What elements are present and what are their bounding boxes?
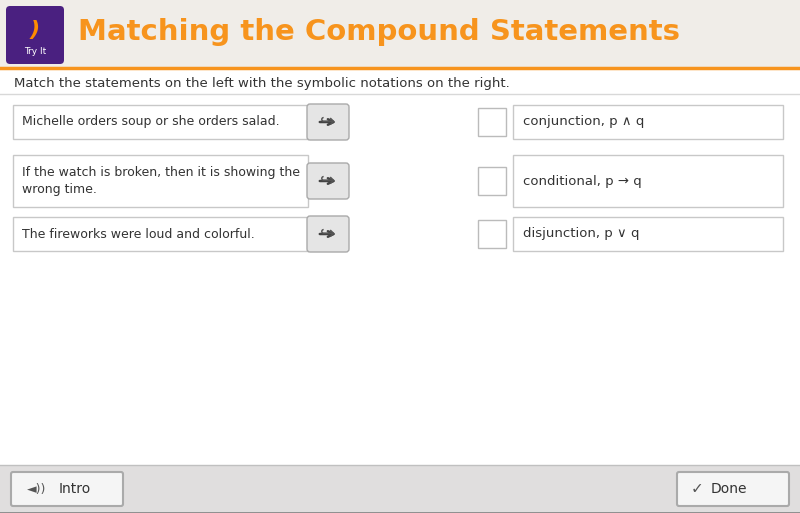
FancyBboxPatch shape <box>307 216 349 252</box>
Text: ✓: ✓ <box>691 482 704 497</box>
FancyBboxPatch shape <box>13 155 308 207</box>
Text: conjunction, p ∧ q: conjunction, p ∧ q <box>523 115 644 128</box>
FancyBboxPatch shape <box>513 155 783 207</box>
Text: Done: Done <box>711 482 747 496</box>
FancyBboxPatch shape <box>11 472 123 506</box>
Text: If the watch is broken, then it is showing the
wrong time.: If the watch is broken, then it is showi… <box>22 166 300 196</box>
FancyBboxPatch shape <box>513 105 783 139</box>
Text: Michelle orders soup or she orders salad.: Michelle orders soup or she orders salad… <box>22 115 280 128</box>
Text: ◄)): ◄)) <box>27 483 46 496</box>
FancyBboxPatch shape <box>0 465 800 513</box>
FancyBboxPatch shape <box>13 217 308 251</box>
Text: Matching the Compound Statements: Matching the Compound Statements <box>78 18 680 46</box>
FancyBboxPatch shape <box>307 104 349 140</box>
FancyBboxPatch shape <box>478 220 506 248</box>
FancyBboxPatch shape <box>677 472 789 506</box>
Text: Match the statements on the left with the symbolic notations on the right.: Match the statements on the left with th… <box>14 76 510 89</box>
Text: ): ) <box>30 20 40 40</box>
Text: ↪: ↪ <box>321 113 335 131</box>
FancyBboxPatch shape <box>513 217 783 251</box>
Text: ↪: ↪ <box>321 225 335 243</box>
Text: Try It: Try It <box>24 47 46 55</box>
Text: The fireworks were loud and colorful.: The fireworks were loud and colorful. <box>22 227 254 241</box>
FancyBboxPatch shape <box>478 167 506 195</box>
Text: ↪: ↪ <box>321 172 335 190</box>
FancyBboxPatch shape <box>478 108 506 136</box>
FancyBboxPatch shape <box>13 105 308 139</box>
Text: Intro: Intro <box>59 482 91 496</box>
Text: disjunction, p ∨ q: disjunction, p ∨ q <box>523 227 639 241</box>
FancyBboxPatch shape <box>6 6 64 64</box>
FancyBboxPatch shape <box>307 163 349 199</box>
FancyBboxPatch shape <box>0 0 800 68</box>
Text: conditional, p → q: conditional, p → q <box>523 174 642 187</box>
